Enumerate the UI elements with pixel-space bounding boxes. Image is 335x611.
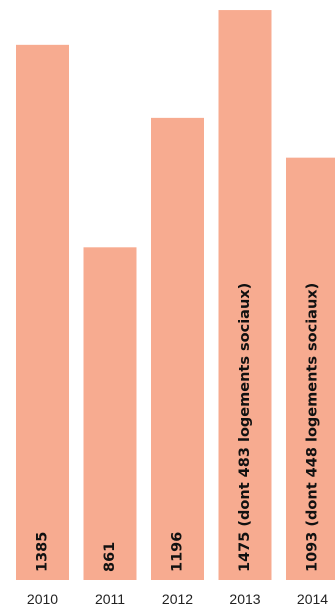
x-tick-label-2013: 2013 [229,591,260,607]
bar-value-label-2010: 1385 [35,532,51,572]
bar-2014 [286,157,335,580]
bar-value-label-2014: 1093 (dont 448 logements sociaux) [305,283,321,572]
bar-value-label-2013: 1475 (dont 483 logements sociaux) [237,283,253,572]
x-tick-label-2011: 2011 [95,591,125,607]
bar-2012 [151,117,204,580]
bar-labels-group: 1385 861 1196 1475 (dont 483 logements soci… [35,283,321,572]
bar-value-label-2011: 861 [102,542,118,572]
x-tick-label-2014: 2014 [297,591,328,607]
bar-value-label-2012: 1196 [170,532,186,572]
bar-2011 [83,247,137,580]
x-tick-labels-group: 2010 2011 2012 2013 2014 [27,591,328,607]
bars-group [16,10,335,581]
x-tick-label-2012: 2012 [162,591,193,607]
bar-2013 [218,10,272,581]
x-tick-label-2010: 2010 [27,591,58,607]
bar-2010 [16,44,69,580]
